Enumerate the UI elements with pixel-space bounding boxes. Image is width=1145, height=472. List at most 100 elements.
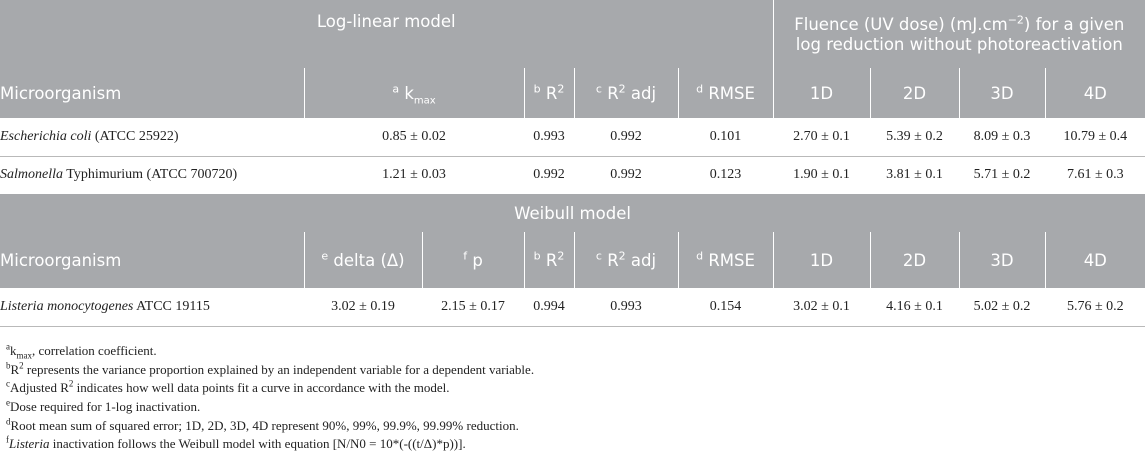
log-linear-model-header: Log-linear model: [0, 0, 774, 68]
r2adj-label-tail: adj: [625, 83, 657, 103]
fluence-title-line2: log reduction without photoreactivation: [795, 35, 1123, 54]
col-3d: 3D: [959, 68, 1046, 118]
r2-superscript: 2: [557, 82, 565, 95]
table-footnotes: akmax, correlation coefficient. bR2 repr…: [6, 342, 1136, 454]
footnote-term: Adjusted R: [10, 380, 69, 396]
col-rmse: d RMSE: [678, 68, 774, 118]
r2-footnote-mark: b: [533, 82, 541, 95]
footnote-mark: d: [6, 416, 11, 427]
col-microorganism: Microorganism: [0, 232, 305, 288]
d2-cell: 3.81 ± 0.1: [869, 156, 960, 194]
loglinear-column-header-row: Microorganism a kmax b R2 c R2 adj d RMS…: [0, 68, 1145, 118]
footnote-text: Dose required for 1-log inactivation.: [10, 399, 201, 415]
col-microorganism-label: Microorganism: [0, 83, 122, 103]
col-microorganism-label: Microorganism: [0, 250, 122, 270]
species-name: Escherichia coli: [0, 128, 92, 144]
col-p: f p: [422, 232, 525, 288]
r2-footnote-mark: b: [533, 249, 541, 262]
col-kmax: a kmax: [304, 68, 525, 118]
footnote-mark: a: [6, 341, 10, 352]
bottom-rule: [0, 326, 1145, 327]
species-name: Listeria monocytogenes: [0, 299, 134, 314]
footnote-superscript: 2: [19, 360, 24, 371]
footnote-mark: b: [6, 360, 11, 371]
r2adj-cell: 0.992: [573, 156, 679, 194]
col-microorganism: Microorganism: [0, 68, 305, 118]
col-4d: 4D: [1045, 68, 1145, 118]
col-3d-label: 3D: [990, 83, 1014, 103]
d1-cell: 2.70 ± 0.1: [772, 118, 871, 157]
footnote-text: indicates how well data points fit a cur…: [73, 380, 450, 396]
d1-cell: 1.90 ± 0.1: [772, 156, 871, 194]
r2adj-superscript: 2: [618, 82, 626, 95]
table-row: Listeria monocytogenes ATCC 19115 3.02 ±…: [0, 288, 1145, 326]
rmse-label: RMSE: [708, 83, 755, 103]
footnote-subscript: max: [16, 350, 33, 361]
microorganism-cell: Salmonella Typhimurium (ATCC 700720): [0, 156, 305, 194]
footnote-term: R: [10, 361, 20, 377]
p-cell: 2.15 ± 0.17: [421, 288, 525, 326]
weibull-column-header-row: Microorganism e delta (Δ) f p b R2 c R2 …: [0, 232, 1145, 288]
d4-cell: 5.76 ± 0.2: [1044, 288, 1145, 326]
r2-label: R: [545, 83, 558, 103]
kmax-subscript: max: [413, 94, 436, 106]
r2-cell: 0.992: [523, 156, 575, 194]
footnote-text: inactivation follows the Weibull model w…: [49, 436, 466, 452]
footnote-mark: f: [6, 435, 9, 446]
fluence-title: Fluence (UV dose) (mJ.cm: [794, 15, 1008, 35]
col-r2: b R2: [524, 68, 575, 118]
col-4d: 4D: [1045, 232, 1145, 288]
weibull-model-header: Weibull model: [0, 194, 1145, 232]
col-3d: 3D: [959, 232, 1046, 288]
r2adj-footnote-mark: c: [595, 249, 602, 262]
r2-cell: 0.993: [523, 118, 575, 157]
d3-cell: 8.09 ± 0.3: [958, 118, 1046, 157]
footnote-italic-term: Listeria: [9, 436, 50, 452]
col-r2: b R2: [524, 232, 575, 288]
fluence-title-tail: ) for a given: [1023, 15, 1125, 35]
col-4d-label: 4D: [1083, 83, 1107, 103]
microorganism-cell: Escherichia coli (ATCC 25922): [0, 118, 305, 157]
r2adj-label-tail: adj: [625, 250, 657, 270]
r2-superscript: 2: [557, 249, 565, 262]
delta-cell: 3.02 ± 0.19: [303, 288, 423, 326]
footnote-term: k: [10, 343, 17, 358]
delta-footnote-mark: e: [321, 249, 329, 262]
table-row: Salmonella Typhimurium (ATCC 700720) 1.2…: [0, 156, 1145, 194]
col-2d-label: 2D: [902, 250, 927, 270]
footnote-mark: e: [6, 397, 10, 408]
weibull-title: Weibull model: [514, 203, 631, 223]
footnote-superscript: 2: [68, 379, 74, 390]
footnote-f: fListeria inactivation follows the Weibu…: [6, 435, 1136, 454]
col-delta: e delta (Δ): [304, 232, 423, 288]
col-r2adj: c R2 adj: [574, 232, 679, 288]
delta-label: delta (Δ): [333, 250, 405, 270]
r2-cell: 0.994: [523, 288, 575, 326]
footnote-text: , correlation coefficient.: [32, 343, 157, 358]
col-4d-label: 4D: [1083, 250, 1107, 270]
rmse-footnote-mark: d: [696, 249, 704, 262]
rmse-cell: 0.101: [677, 118, 774, 157]
fluence-header: Fluence (UV dose) (mJ.cm−2) for a given …: [773, 0, 1145, 68]
col-1d-label: 1D: [809, 250, 834, 270]
r2adj-label: R: [607, 250, 619, 270]
footnote-d: dRoot mean sum of squared error; 1D, 2D,…: [6, 417, 1136, 436]
r2adj-superscript: 2: [618, 249, 626, 262]
kmax-footnote-mark: a: [392, 82, 400, 95]
footnote-b: bR2 represents the variance proportion e…: [6, 361, 1136, 380]
d3-cell: 5.71 ± 0.2: [958, 156, 1046, 194]
rmse-label: RMSE: [708, 250, 755, 270]
footnote-mark: c: [6, 379, 10, 390]
group-header-row: Log-linear model Fluence (UV dose) (mJ.c…: [0, 0, 1145, 68]
table-bottom-rule: [0, 326, 1145, 327]
col-1d: 1D: [773, 68, 871, 118]
r2adj-cell: 0.992: [573, 118, 679, 157]
rmse-cell: 0.123: [677, 156, 774, 194]
col-1d-label: 1D: [809, 83, 834, 103]
kmax-cell: 1.21 ± 0.03: [303, 156, 525, 194]
rmse-footnote-mark: d: [696, 82, 704, 95]
col-2d-label: 2D: [902, 83, 927, 103]
col-2d: 2D: [870, 232, 960, 288]
kmax-label: k: [404, 83, 414, 103]
col-r2adj: c R2 adj: [574, 68, 679, 118]
